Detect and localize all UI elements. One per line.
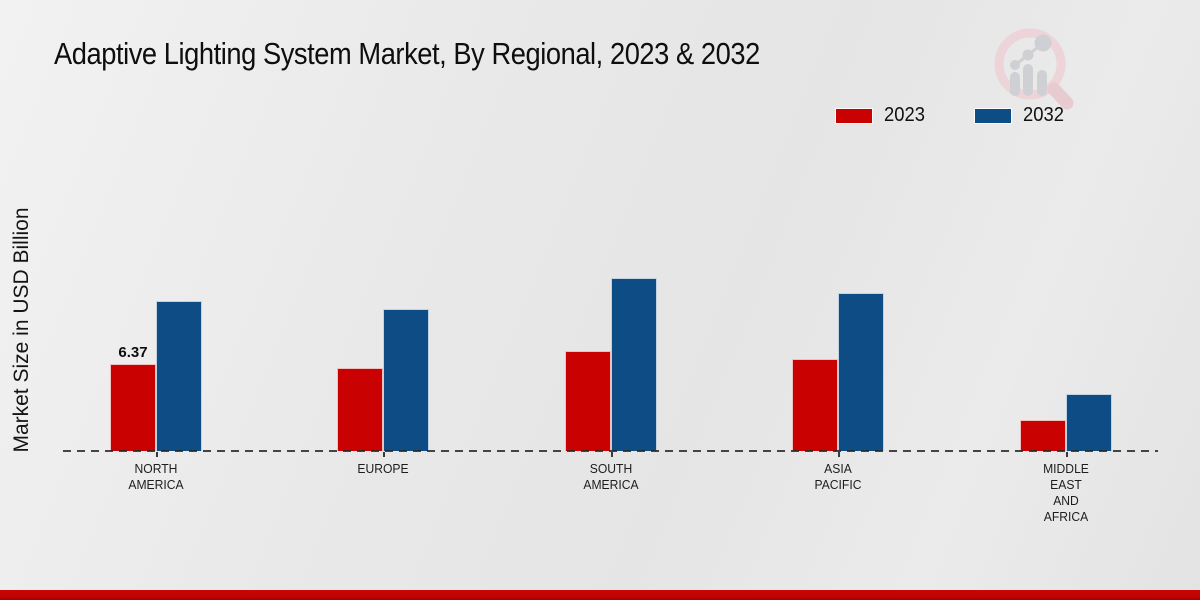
bar-2032-asia-pacific bbox=[838, 293, 884, 451]
category-label-europe: EUROPE bbox=[357, 462, 409, 476]
legend-label-2023: 2023 bbox=[884, 104, 925, 126]
legend-swatch-2032 bbox=[974, 108, 1011, 123]
x-axis-baseline bbox=[63, 450, 1158, 452]
bar-2023-asia-pacific bbox=[792, 359, 838, 451]
x-axis-tick-north-america bbox=[156, 452, 158, 457]
bar-value-annotation: 6.37 bbox=[118, 344, 148, 361]
bar-2032-north-america bbox=[156, 301, 202, 451]
magnifier-growth-chart-icon bbox=[994, 28, 1074, 110]
bar-2023-europe bbox=[337, 368, 383, 451]
x-axis-tick-middle-east-and-africa bbox=[1066, 452, 1068, 457]
bar-2032-europe bbox=[383, 309, 429, 451]
bar-2023-north-america bbox=[110, 364, 156, 451]
bar-2032-south-america bbox=[611, 278, 657, 451]
x-axis-tick-south-america bbox=[611, 452, 613, 457]
market-research-future-watermark-logo bbox=[984, 28, 1080, 118]
legend-swatch-2023 bbox=[836, 108, 872, 123]
footer-red-strip bbox=[0, 590, 1200, 600]
legend: 2023 2032 bbox=[836, 104, 1067, 127]
y-axis-label: Market Size in USD Billion bbox=[10, 207, 33, 453]
bar-2032-middle-east-and-africa bbox=[1066, 394, 1112, 451]
legend-item-2032: 2032 bbox=[974, 104, 1068, 127]
category-label-south-america: SOUTH AMERICA bbox=[583, 462, 639, 492]
x-axis-tick-asia-pacific bbox=[838, 452, 840, 457]
bar-2023-south-america bbox=[565, 351, 611, 451]
category-label-middle-east-and-africa: MIDDLE EAST AND AFRICA bbox=[1043, 462, 1089, 524]
x-axis-tick-europe bbox=[383, 452, 385, 457]
category-label-asia-pacific: ASIA PACIFIC bbox=[814, 462, 862, 492]
chart-title: Adaptive Lighting System Market, By Regi… bbox=[54, 36, 760, 71]
category-label-north-america: NORTH AMERICA bbox=[128, 462, 184, 492]
legend-item-2023: 2023 bbox=[836, 104, 929, 127]
legend-label-2032: 2032 bbox=[1022, 104, 1064, 126]
bar-2023-middle-east-and-africa bbox=[1020, 420, 1066, 451]
